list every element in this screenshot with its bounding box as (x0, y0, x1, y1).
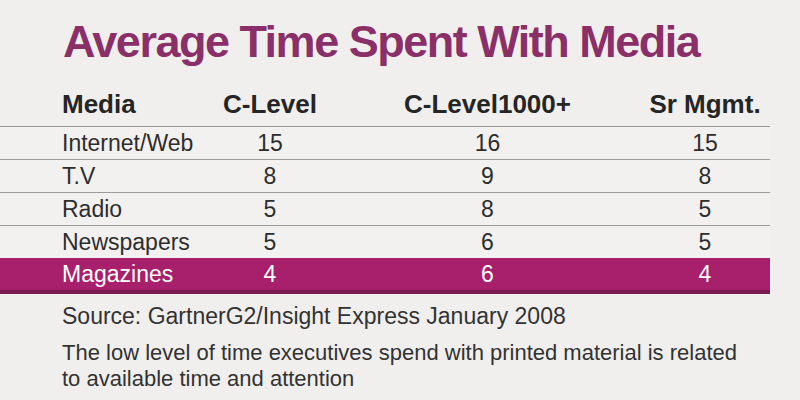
row-label: Internet/Web (0, 130, 175, 157)
cell-value: 16 (365, 130, 610, 157)
table-row-magazines-highlighted: Magazines 4 6 4 (0, 258, 770, 294)
cell-value: 5 (175, 196, 365, 223)
table-row-tv: T.V 8 9 8 (0, 160, 770, 193)
media-table: Media C-Level C-Level1000+ Sr Mgmt. Inte… (0, 82, 770, 294)
row-label: Magazines (0, 261, 175, 288)
table-row-newspapers: Newspapers 5 6 5 (0, 226, 770, 258)
cell-value: 6 (365, 261, 610, 288)
page-title: Average Time Spent With Media (63, 16, 699, 68)
note-line-1: The low level of time executives spend w… (62, 340, 737, 366)
cell-value: 8 (365, 196, 610, 223)
cell-value: 6 (365, 229, 610, 256)
table-header-row: Media C-Level C-Level1000+ Sr Mgmt. (0, 82, 770, 127)
cell-value: 5 (610, 196, 770, 223)
cell-value: 15 (610, 130, 770, 157)
column-header-media: Media (0, 89, 175, 120)
source-text: Source: GartnerG2/Insight Express Januar… (62, 303, 566, 330)
cell-value: 9 (365, 163, 610, 190)
column-header-c-level1000: C-Level1000+ (365, 89, 610, 120)
cell-value: 8 (610, 163, 770, 190)
cell-value: 5 (175, 229, 365, 256)
slide-canvas: Average Time Spent With Media Media C-Le… (0, 0, 800, 400)
column-header-sr-mgmt: Sr Mgmt. (610, 89, 770, 120)
cell-value: 4 (610, 261, 770, 288)
row-label: Radio (0, 196, 175, 223)
table-row-internet-web: Internet/Web 15 16 15 (0, 127, 770, 160)
cell-value: 4 (175, 261, 365, 288)
cell-value: 8 (175, 163, 365, 190)
note-text: The low level of time executives spend w… (62, 340, 737, 392)
row-label: T.V (0, 163, 175, 190)
note-line-2: to available time and attention (62, 366, 737, 392)
column-header-c-level: C-Level (175, 89, 365, 120)
cell-value: 5 (610, 229, 770, 256)
row-label: Newspapers (0, 229, 175, 256)
table-row-radio: Radio 5 8 5 (0, 193, 770, 226)
cell-value: 15 (175, 130, 365, 157)
